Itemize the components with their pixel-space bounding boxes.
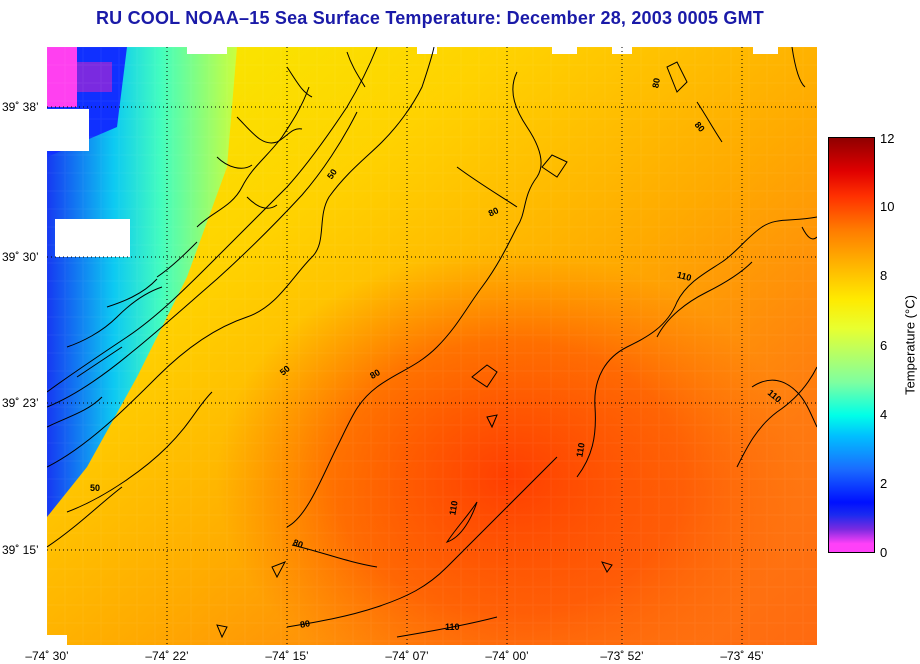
latitude-label: 39˚ 38’ xyxy=(2,100,39,114)
graticule xyxy=(47,47,817,645)
contour-label: 80 xyxy=(292,537,305,550)
colorbar-tick: 10 xyxy=(880,199,895,214)
colorbar-tick: 8 xyxy=(880,268,888,283)
contour-label: 110 xyxy=(445,622,460,632)
longitude-label: –73˚ 45’ xyxy=(720,649,764,663)
contour-label: 80 xyxy=(650,77,662,89)
longitude-label: –73˚ 52’ xyxy=(600,649,644,663)
longitude-label: –74˚ 07’ xyxy=(385,649,429,663)
contour-label: 50 xyxy=(325,167,339,181)
longitude-label: –74˚ 22’ xyxy=(145,649,189,663)
colorbar-tick: 4 xyxy=(880,407,888,422)
latitude-label: 39˚ 30’ xyxy=(2,250,39,264)
colorbar-tick: 6 xyxy=(880,338,888,353)
colorbar-tick: 0 xyxy=(880,545,888,560)
colorbar-title: Temperature (°C) xyxy=(902,295,918,395)
longitude-label: –74˚ 00’ xyxy=(485,649,529,663)
isotherm-contours xyxy=(47,47,817,639)
contour-label: 50 xyxy=(90,483,100,493)
contour-label: 80 xyxy=(693,120,707,134)
contour-label: 80 xyxy=(487,205,500,218)
map-title: RU COOL NOAA–15 Sea Surface Temperature:… xyxy=(95,8,764,28)
contour-label: 110 xyxy=(447,500,459,516)
latitude-label: 39˚ 15’ xyxy=(2,543,39,557)
sst-map: 50 50 50 80 80 80 80 80 110 110 110 110 … xyxy=(47,47,817,645)
contour-label: 80 xyxy=(368,367,382,381)
contour-label: 110 xyxy=(676,270,693,283)
colorbar-tick: 12 xyxy=(880,131,895,146)
longitude-label: –74˚ 15’ xyxy=(265,649,309,663)
contour-label: 50 xyxy=(278,363,292,377)
colorbar-tick: 2 xyxy=(880,476,888,491)
longitude-label: –74˚ 30’ xyxy=(25,649,69,663)
contour-label: 80 xyxy=(299,618,311,630)
temperature-colorbar xyxy=(828,137,875,553)
contour-label: 110 xyxy=(574,442,586,458)
latitude-label: 39˚ 23’ xyxy=(2,396,39,410)
